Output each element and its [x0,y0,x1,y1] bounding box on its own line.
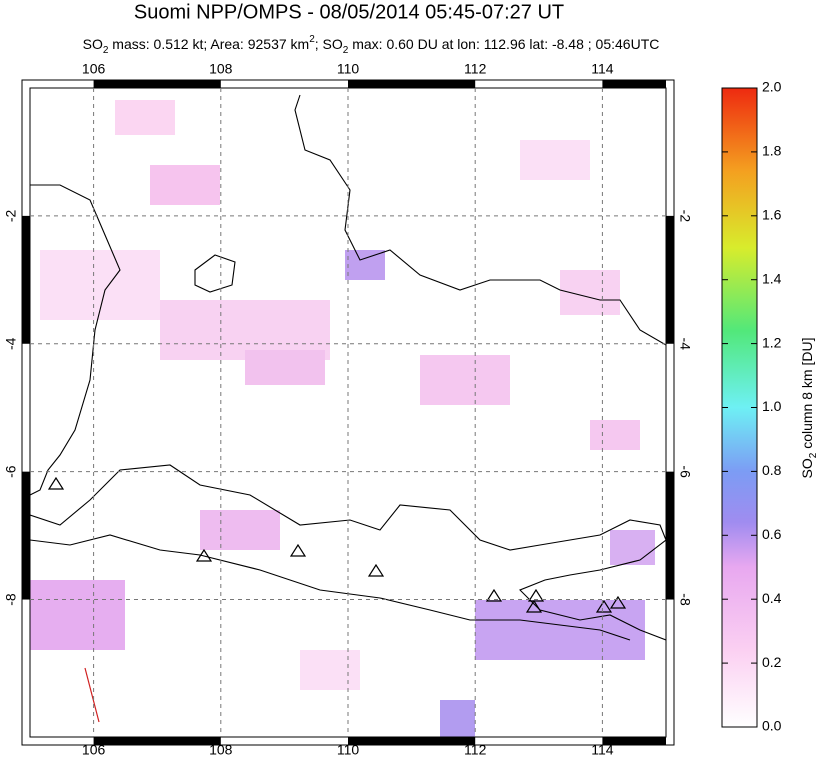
border-segment [93,80,221,88]
text-part: SO [799,458,815,478]
text-part: 2 [309,34,315,45]
y-tick-label: -4 [3,337,19,350]
text-part: column 8 km [DU] [799,338,815,453]
y-tick-label: -6 [3,465,19,478]
colorbar-tick-label: 1.2 [762,334,782,350]
colorbar-label: SO2 column 8 km [DU] [799,338,819,479]
border-segment [22,215,30,344]
border-segment [666,215,674,344]
volcanoes [47,476,627,613]
text-part: SO [83,36,103,52]
colorbar-tick-label: 0.8 [762,462,782,478]
colorbar-tick-label: 0.2 [762,654,782,670]
text-part: ; SO [315,36,343,52]
border-segment [666,471,674,600]
border-segment [93,737,221,745]
text-part: 2 [103,45,109,56]
border-segment [348,80,476,88]
x-tick-label: 110 [337,742,360,758]
x-tick-label: 112 [464,742,487,758]
x-tick-label: 114 [591,61,614,77]
y-tick-label: -8 [677,593,693,606]
text-part: max: 0.60 DU at lon: 112.96 lat: -8.48 ;… [348,36,659,52]
colorbar-tick-label: 2.0 [762,79,782,95]
border-segment [602,80,666,88]
x-tick-label: 108 [209,61,233,77]
border-segment [22,471,30,600]
coastline [30,184,121,496]
y-tick-label: -4 [677,338,693,351]
colorbar-tick-label: 1.0 [762,398,782,414]
colorbar-tick-label: 0.0 [762,718,782,734]
border-segment [602,737,666,745]
text-part: 2 [343,45,349,56]
y-tick-label: -2 [677,210,693,223]
x-tick-label: 106 [82,61,106,77]
chart-title: Suomi NPP/OMPS - 08/05/2014 05:45-07:27 … [134,1,564,23]
coastline [294,94,666,346]
x-tick-label: 108 [209,742,233,758]
x-tick-label: 112 [464,61,487,77]
y-tick-label: -2 [3,209,19,222]
colorbar-tick-label: 0.4 [762,590,782,606]
subtitle: SO2 mass: 0.512 kt; Area: 92537 km2; SO2… [83,34,660,56]
x-tick-label: 110 [337,61,360,77]
so2-field [30,94,666,737]
colorbar-tick-label: 1.4 [762,270,782,286]
x-tick-label: 114 [591,742,614,758]
y-tick-label: -6 [677,465,693,478]
colorbar-tick-label: 0.6 [762,526,782,542]
colorbar-tick-label: 1.8 [762,143,782,159]
coastline [30,464,666,641]
y-tick-label: -8 [3,593,19,606]
coastline [30,534,631,641]
text-part: 2 [808,452,819,458]
border-segment [348,737,476,745]
colorbar-tick-label: 1.6 [762,207,782,223]
x-tick-label: 106 [82,742,106,758]
coastline [194,254,236,293]
text-part: mass: 0.512 kt; Area: 92537 km [108,36,309,52]
